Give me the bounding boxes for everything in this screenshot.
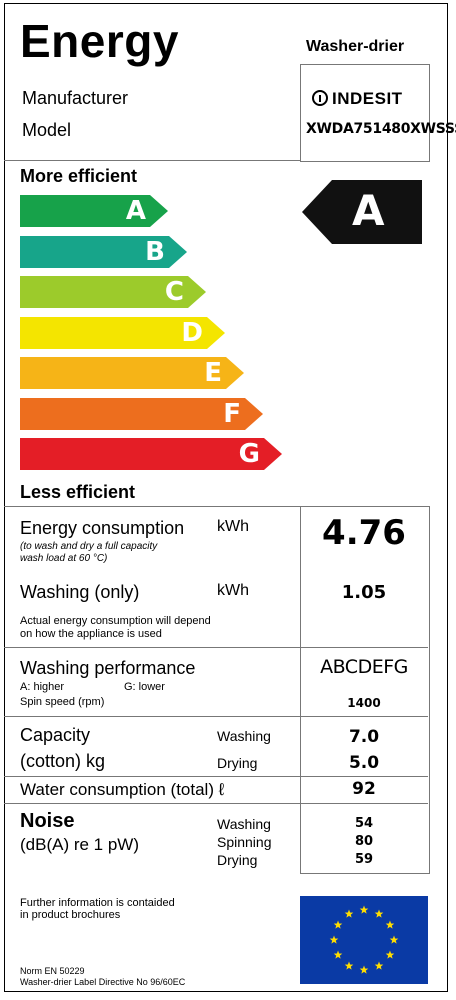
rating-arrow-shape: [302, 180, 422, 244]
capacity-drying-label: Drying: [217, 755, 258, 771]
divider: [4, 776, 428, 777]
efficiency-bar-c: C: [20, 276, 206, 308]
rating-letter: A: [352, 186, 385, 235]
washing-only-note-2: on how the appliance is used: [20, 628, 162, 640]
eu-star: [359, 905, 369, 914]
eu-star: [329, 935, 339, 944]
capacity-washing-label: Washing: [217, 728, 271, 744]
divider: [4, 803, 428, 804]
performance-lower: G: lower: [124, 681, 165, 693]
efficiency-bar-d: D: [20, 316, 225, 349]
eu-flag: [300, 896, 428, 984]
noise-label: Noise: [20, 810, 75, 832]
brand-name: INDESIT: [332, 89, 403, 108]
efficiency-letter: A: [125, 196, 146, 226]
identity-box: [300, 64, 430, 162]
values-column: [300, 506, 430, 874]
noise-spinning-label: Spinning: [217, 834, 272, 850]
capacity-label: Capacity: [20, 725, 91, 745]
efficiency-letter: F: [223, 398, 241, 429]
divider: [4, 716, 428, 717]
noise-unit: (dB(A) re 1 pW): [20, 835, 140, 854]
product-type: Washer-drier: [306, 38, 405, 55]
norm-text: Norm EN 50229: [20, 966, 85, 976]
rating-arrow: A: [302, 180, 422, 249]
efficiency-bar-b: B: [20, 235, 187, 268]
efficiency-letter: B: [145, 236, 165, 267]
divider: [4, 160, 300, 161]
energy-value: 4.76: [322, 513, 406, 553]
capacity-unit: (cotton) kg: [20, 751, 106, 771]
eu-stars-icon: [329, 905, 399, 974]
noise-washing-label: Washing: [217, 816, 271, 832]
performance-label: Washing performance: [20, 658, 196, 678]
eu-star: [359, 965, 369, 974]
label-title: Energy: [20, 15, 179, 67]
model-value: XWDA751480XWSSS: [306, 121, 456, 137]
energy-unit: kWh: [217, 518, 249, 535]
efficiency-bar-e: E: [20, 357, 244, 389]
eu-star: [389, 935, 399, 944]
spin-value: 1400: [347, 696, 381, 710]
noise-spinning-value: 80: [354, 834, 374, 849]
eu-star: [385, 920, 395, 929]
eu-star: [344, 909, 354, 918]
efficiency-letter: E: [204, 358, 222, 388]
efficiency-bar-f: F: [20, 397, 263, 430]
efficiency-bar-g: G: [20, 438, 282, 470]
performance-higher: A: higher: [20, 681, 65, 693]
efficiency-letter: C: [164, 277, 184, 307]
eu-star: [344, 961, 354, 970]
performance-scale: ABCDEFG: [320, 656, 408, 678]
brand-icon: [312, 90, 328, 106]
label-frame: [4, 3, 448, 992]
washing-only-note-1: Actual energy consumption will depend: [20, 615, 211, 627]
energy-note-1: (to wash and dry a full capacity: [20, 541, 158, 552]
eu-star: [374, 909, 384, 918]
efficiency-bar-a: A: [20, 195, 168, 227]
capacity-drying-value: 5.0: [348, 753, 380, 773]
info-line-2: in product brochures: [20, 909, 121, 921]
energy-label: Energy consumption: [20, 518, 185, 538]
eu-star: [385, 950, 395, 959]
spin-label: Spin speed (rpm): [20, 696, 105, 708]
eu-star: [333, 920, 343, 929]
washing-only-value: 1.05: [341, 582, 387, 603]
less-efficient-label: Less efficient: [20, 482, 136, 502]
info-line-1: Further information is contaided: [20, 897, 175, 909]
brand-logo: INDESIT: [312, 88, 403, 109]
efficiency-letter: D: [181, 317, 203, 348]
water-value: 92: [352, 779, 376, 799]
energy-note-2: wash load at 60 °C): [20, 553, 108, 564]
efficiency-letter: G: [238, 439, 260, 469]
noise-washing-value: 54: [354, 816, 374, 831]
washing-only-label: Washing (only): [20, 582, 140, 602]
directive-text: Washer-drier Label Directive No 96/60EC: [20, 977, 186, 987]
capacity-washing-value: 7.0: [348, 727, 380, 747]
manufacturer-label: Manufacturer: [22, 88, 129, 108]
noise-drying-label: Drying: [217, 852, 258, 868]
eu-star: [333, 950, 343, 959]
water-label: Water consumption (total) ℓ: [20, 780, 225, 799]
divider: [4, 647, 428, 648]
divider: [4, 506, 300, 507]
eu-star: [374, 961, 384, 970]
model-label: Model: [22, 120, 72, 140]
noise-drying-value: 59: [354, 852, 374, 867]
washing-only-unit: kWh: [217, 582, 249, 599]
more-efficient-label: More efficient: [20, 166, 138, 186]
